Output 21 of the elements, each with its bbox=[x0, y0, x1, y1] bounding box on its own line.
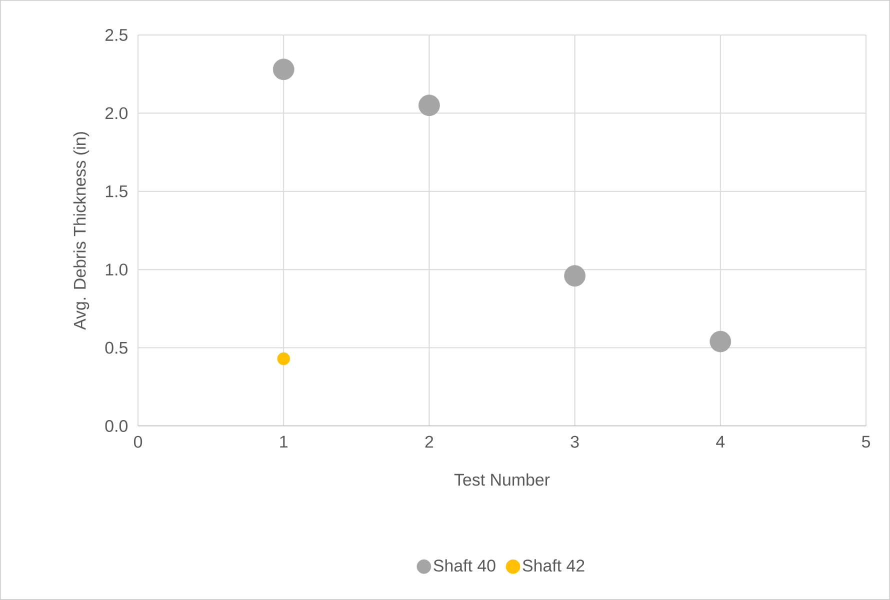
x-axis-title: Test Number bbox=[454, 473, 550, 486]
point bbox=[418, 94, 440, 116]
point bbox=[564, 265, 586, 287]
x-tick-label: 3 bbox=[570, 436, 579, 448]
legend-label: Shaft 42 bbox=[522, 559, 584, 572]
x-tick-label: 0 bbox=[134, 436, 142, 448]
y-axis-title: Avg. Debris Thickness (in) bbox=[73, 132, 90, 330]
legend-label: Shaft 40 bbox=[434, 559, 496, 572]
x-tick-label: 1 bbox=[280, 436, 288, 448]
x-tick-label: 5 bbox=[862, 436, 870, 448]
point bbox=[277, 352, 290, 366]
y-tick-label: 1.5 bbox=[106, 185, 128, 198]
y-tick-label: 2.5 bbox=[105, 28, 128, 41]
y-tick-label: 0.5 bbox=[105, 342, 128, 354]
x-tick-label: 2 bbox=[425, 436, 434, 448]
y-tick-label: 2.0 bbox=[105, 107, 128, 120]
x-tick-label: 4 bbox=[716, 436, 725, 448]
point bbox=[272, 58, 294, 80]
point bbox=[710, 330, 732, 352]
y-tick-label: 0.0 bbox=[105, 420, 128, 432]
y-tick-label: 1.0 bbox=[106, 264, 128, 276]
